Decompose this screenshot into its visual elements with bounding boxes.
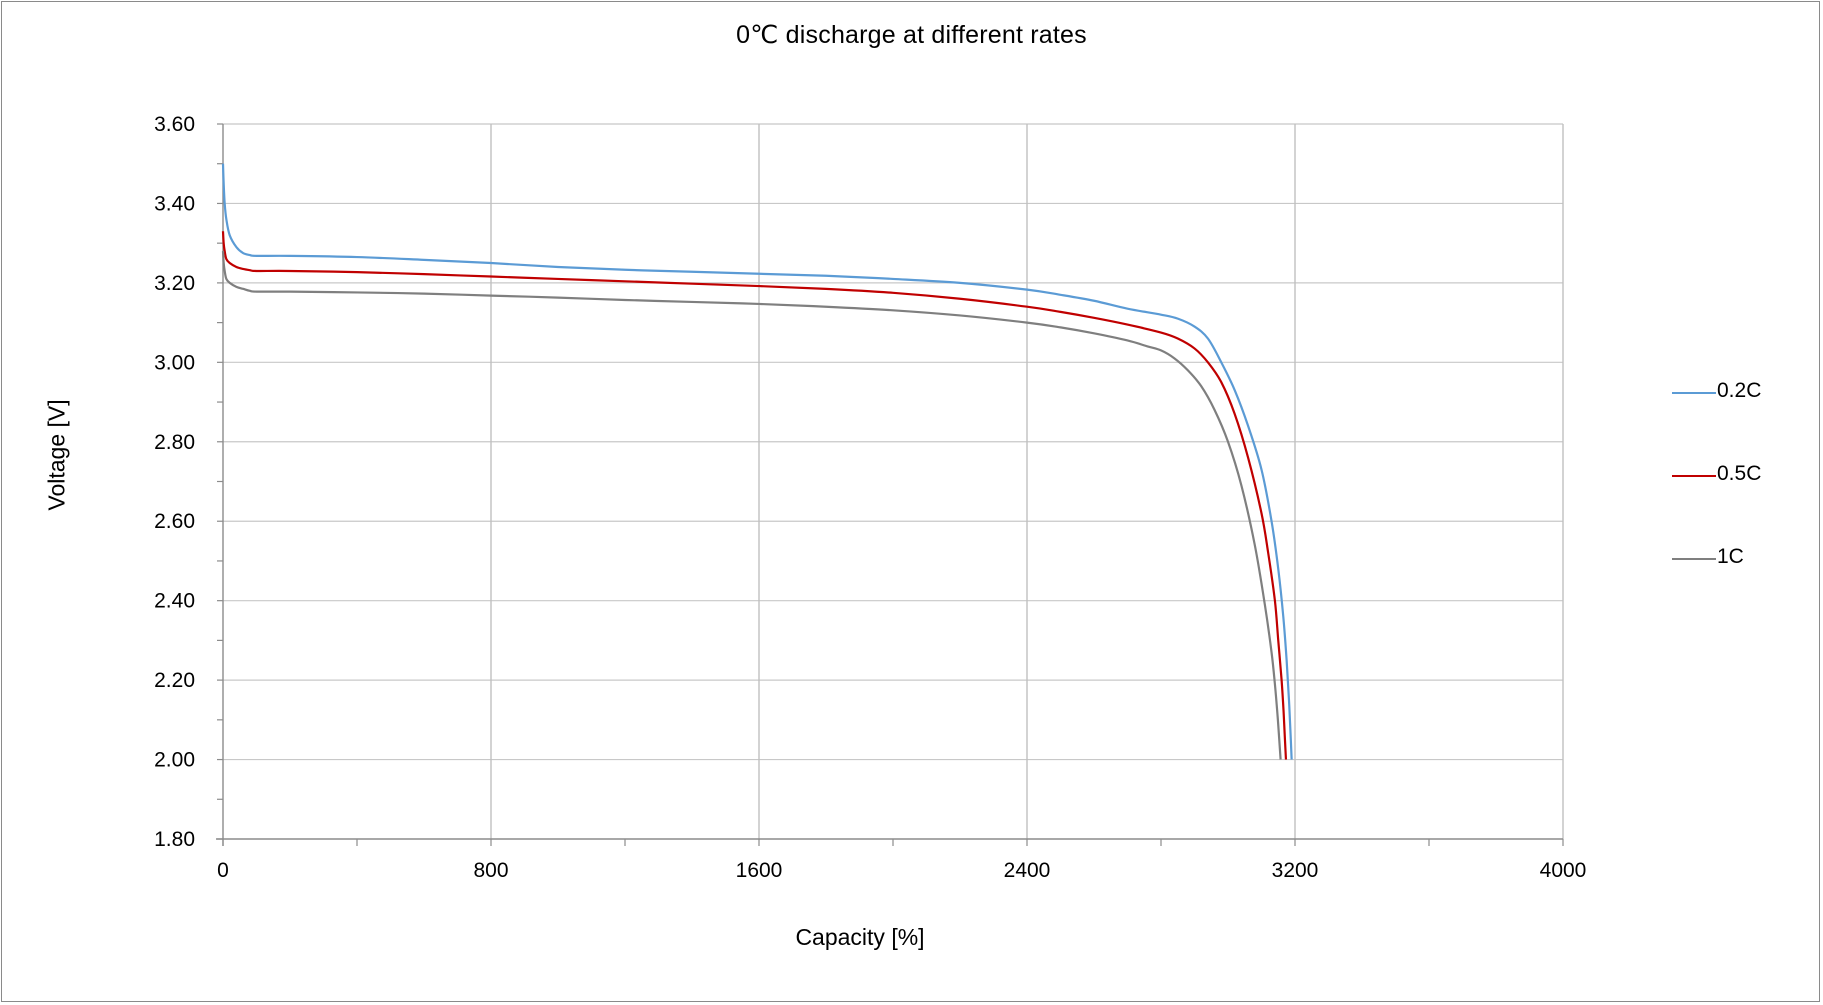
y-tick-label: 2.40 xyxy=(154,590,195,613)
legend-item-0-2c: 0.2C xyxy=(1672,378,1792,408)
legend-label: 0.2C xyxy=(1717,379,1762,402)
y-tick-label: 2.80 xyxy=(154,431,195,454)
legend-swatch xyxy=(1672,392,1716,394)
y-tick-label: 2.20 xyxy=(154,669,195,692)
y-tick-label: 3.20 xyxy=(154,272,195,295)
y-tick-label: 3.00 xyxy=(154,351,195,374)
tick-label-layer: 1.80 2.00 2.20 2.40 2.60 2.80 3.00 3.20 3.40 3.60… xyxy=(154,113,1586,882)
y-tick-label: 3.40 xyxy=(154,192,195,215)
series-layer xyxy=(221,163,1293,760)
legend-label: 1C xyxy=(1717,545,1744,568)
legend-item-1c: 1C xyxy=(1672,544,1792,574)
series-line-1c xyxy=(221,251,1282,760)
grid-layer xyxy=(223,123,1564,839)
legend-swatch xyxy=(1672,475,1716,477)
x-axis-label: Capacity [%] xyxy=(795,924,925,950)
y-tick-label: 1.80 xyxy=(154,828,195,851)
x-tick-label: 2400 xyxy=(1004,859,1051,882)
x-tick-label: 1600 xyxy=(736,859,783,882)
x-tick-label: 4000 xyxy=(1540,859,1587,882)
y-tick-label: 3.60 xyxy=(154,113,195,136)
x-tick-label: 800 xyxy=(473,859,508,882)
y-tick-label: 2.60 xyxy=(154,510,195,533)
series-line-0-5c xyxy=(221,231,1288,760)
x-tick-label: 0 xyxy=(217,859,229,882)
legend-label: 0.5C xyxy=(1717,462,1762,485)
axis-layer xyxy=(216,123,1564,846)
legend-item-0-5c: 0.5C xyxy=(1672,461,1792,491)
y-tick-label: 2.00 xyxy=(154,749,195,772)
legend-swatch xyxy=(1672,558,1716,560)
series-line-0-2c xyxy=(221,163,1293,760)
chart-title: 0℃ discharge at different rates xyxy=(736,21,1087,49)
x-tick-label: 3200 xyxy=(1272,859,1319,882)
